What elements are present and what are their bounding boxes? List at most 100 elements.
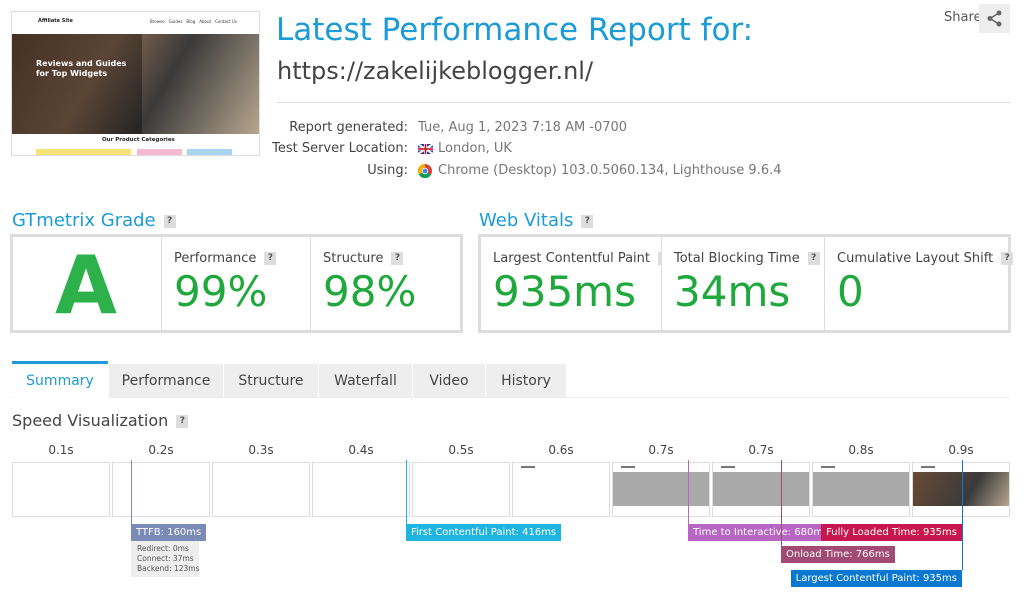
info-value: Tue, Aug 1, 2023 7:18 AM -0700 (418, 120, 628, 135)
nav-item: Guides (168, 19, 183, 24)
ttfb-detail: Redirect: 0ms (137, 544, 189, 553)
frame-render (513, 472, 609, 506)
metric-cell: Cumulative Layout Shift? 0 (825, 237, 1014, 330)
time-label: 0.7s (748, 443, 774, 457)
help-icon[interactable]: ? (581, 214, 594, 228)
section-title: Our Product Categories (102, 137, 175, 143)
report-url[interactable]: https://zakelijkeblogger.nl/ (277, 57, 594, 85)
metric-label: Structure (323, 251, 384, 266)
ttfb-detail: Connect: 37ms (137, 554, 194, 563)
time-label: 0.4s (348, 443, 374, 457)
section-heading: GTmetrix Grade? (12, 210, 176, 231)
frame-header (921, 466, 935, 468)
vitals-panel: Largest Contentful Paint? 935ms Total Bl… (478, 234, 1014, 333)
grade: A (55, 239, 117, 332)
marker-label: Onload Time: 766ms (781, 546, 895, 563)
headline: Reviews and Guides for Top Widgets (36, 59, 127, 78)
filmstrip-frame (312, 462, 410, 517)
metric-value: 34ms (674, 267, 791, 316)
uk-flag (418, 144, 433, 154)
time-label: 0.8s (848, 443, 874, 457)
metric-cell: Structure? 98% (311, 237, 460, 330)
marker-label: First Contentful Paint: 416ms (406, 524, 562, 541)
filmstrip-frame (812, 462, 910, 517)
report-title: Latest Performance Report for: (276, 12, 754, 48)
info-value: Chrome (Desktop) 103.0.5060.134, Lightho… (438, 163, 782, 178)
filmstrip-frame (712, 462, 810, 517)
section-heading: Speed Visualization? (12, 411, 189, 430)
metric-value: 0 (837, 267, 864, 316)
chrome-icon (418, 164, 432, 178)
grade-panel: A Performance? 99% Structure? 98% (10, 234, 463, 333)
help-icon[interactable]: ? (176, 415, 189, 428)
speed-title: Speed Visualization (12, 411, 169, 430)
frame-render (613, 472, 709, 506)
filmstrip-frame (12, 462, 110, 517)
info-label: Test Server Location: (272, 141, 408, 156)
time-label: 0.5s (448, 443, 474, 457)
nav-item: About (199, 19, 212, 24)
time-label: 0.1s (48, 443, 74, 457)
frame-header (721, 466, 735, 468)
frame-render (913, 472, 1009, 506)
filmstrip-frame (612, 462, 710, 517)
metric-cell: Performance? 99% (162, 237, 310, 330)
time-label: 0.2s (148, 443, 174, 457)
metric-value: 98% (323, 267, 417, 316)
grade-cell: A (13, 237, 161, 332)
vitals-title: Web Vitals (479, 210, 574, 231)
marker-label: Largest Contentful Paint: 935ms (790, 570, 962, 587)
marker-label: Time to Interactive: 680ms (688, 524, 834, 541)
help-icon[interactable]: ? (391, 252, 404, 265)
filmstrip-frame (912, 462, 1010, 517)
divider (277, 102, 1010, 103)
filmstrip-frame (112, 462, 210, 517)
tab[interactable]: Performance (109, 364, 223, 398)
filmstrip-frame (212, 462, 310, 517)
time-label: 0.9s (948, 443, 974, 457)
ttfb-detail: Backend: 123ms (137, 564, 200, 573)
filmstrip-frame (412, 462, 510, 517)
marker-line (688, 460, 689, 524)
help-icon[interactable]: ? (1001, 252, 1014, 265)
frame-render (813, 472, 909, 506)
tab[interactable]: Video (413, 364, 485, 398)
marker-line (406, 460, 407, 524)
ttfb-details: Redirect: 0ms Connect: 37ms Backend: 123… (131, 541, 200, 577)
metric-value: 99% (174, 267, 268, 316)
metric-cell: Total Blocking Time? 34ms (662, 237, 824, 330)
marker-label: TTFB: 160ms (131, 524, 207, 541)
marker-line (131, 460, 132, 524)
frame-header (521, 466, 535, 468)
tab[interactable]: Structure (224, 364, 318, 398)
share-button[interactable] (979, 4, 1010, 33)
share-icon (987, 10, 1002, 27)
metric-label: Largest Contentful Paint (493, 251, 651, 266)
marker-line (962, 460, 963, 570)
info-label: Report generated: (289, 120, 408, 135)
metric-label: Total Blocking Time (674, 251, 800, 266)
metric-label: Performance (174, 251, 257, 266)
info-value: London, UK (438, 141, 512, 156)
frame-header (621, 466, 635, 468)
tab[interactable]: History (486, 364, 566, 398)
nav-item: Blog (186, 19, 196, 24)
section-heading: Web Vitals? (479, 210, 594, 231)
marker-label: Fully Loaded Time: 935ms (821, 524, 962, 541)
tab[interactable]: Waterfall (319, 364, 412, 398)
filmstrip-frame (512, 462, 610, 517)
help-icon[interactable]: ? (264, 252, 277, 265)
frame-header (821, 466, 835, 468)
thumbnail[interactable]: Affiliate Site Browse Guides Blog About … (11, 11, 260, 156)
marker-line (781, 460, 782, 546)
grade-title: GTmetrix Grade (12, 210, 156, 231)
nav-item: Browse (150, 19, 165, 24)
metric-label: Cumulative Layout Shift (837, 251, 994, 266)
help-icon[interactable]: ? (163, 214, 176, 228)
help-icon[interactable]: ? (807, 252, 820, 265)
tab[interactable]: Summary (12, 361, 108, 398)
share-label[interactable]: Share (944, 10, 982, 25)
metric-value: 935ms (493, 267, 636, 316)
metric-cell: Largest Contentful Paint? 935ms (481, 237, 671, 330)
